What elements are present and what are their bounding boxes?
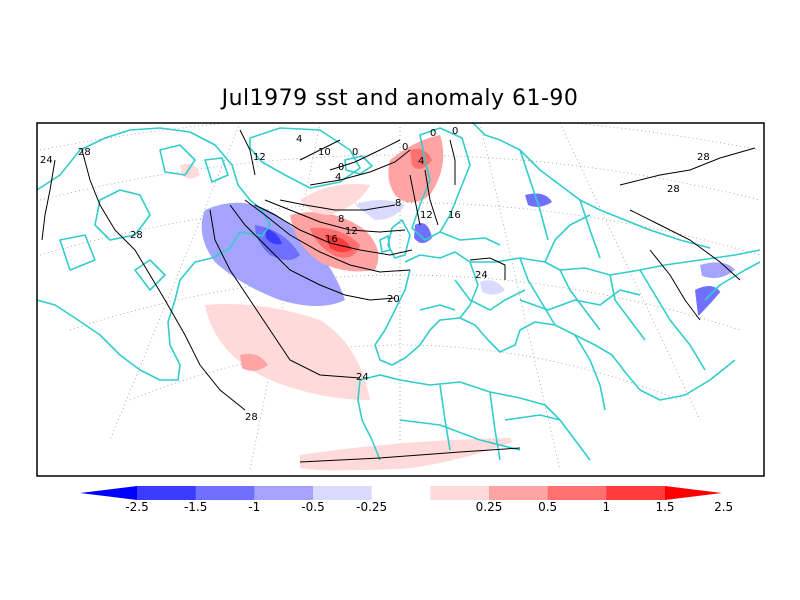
colorbar-tick-label: 1: [602, 500, 611, 514]
contour-label: 28: [130, 230, 143, 241]
colorbar-tick-label: 1.5: [655, 500, 675, 514]
contour-label: 0: [452, 126, 458, 137]
contour-label: 28: [667, 184, 680, 195]
contour-label: 8: [338, 214, 344, 225]
contour-label: 0: [402, 142, 408, 153]
contour-label: 10: [318, 147, 331, 158]
colorbar-segment: [489, 486, 549, 500]
sst-contours: [41, 129, 756, 463]
colorbar-segment: [195, 486, 255, 500]
colorbar-tick-label: -0.25: [356, 500, 388, 514]
contour-label: 4: [418, 156, 424, 167]
contour-label: 16: [325, 234, 338, 245]
contour-label: 20: [387, 294, 400, 305]
contour-label: 4: [335, 172, 341, 183]
colorbar-segment: [606, 486, 666, 500]
contour-label: 28: [78, 147, 91, 158]
contour-label: 24: [475, 270, 488, 281]
colorbar-tick-label: -1: [248, 500, 261, 514]
contour-label: 24: [40, 155, 53, 166]
contour-label: 28: [245, 412, 258, 423]
contour-label: 12: [345, 226, 358, 237]
map-title: Jul1979 sst and anomaly 61-90: [221, 86, 579, 111]
contour-label: 16: [448, 210, 461, 221]
colorbar-segment: [313, 486, 373, 500]
colorbar-tick-label: -2.5: [125, 500, 149, 514]
colorbar-segment: [371, 486, 431, 500]
map-frame: [36, 122, 765, 477]
colorbar-segment: [430, 486, 490, 500]
colorbar-segment: [254, 486, 314, 500]
colorbar-segment: [547, 486, 607, 500]
contour-label: 12: [253, 152, 266, 163]
contour-label: 4: [296, 134, 302, 145]
colorbar-arrow-high: [665, 486, 722, 500]
contour-label: 24: [356, 372, 369, 383]
colorbar-arrow-low: [80, 486, 137, 500]
colorbar-segment: [137, 486, 197, 500]
contour-label: 0: [338, 162, 344, 173]
contour-label: 12: [420, 210, 433, 221]
colorbar-tick-label: 2.5: [714, 500, 734, 514]
contour-label: 28: [697, 152, 710, 163]
colorbar-tick-label: -0.5: [301, 500, 325, 514]
coastlines: [37, 123, 761, 461]
contour-labels: 24 28 28 28 28 12 4 10 0 0 4 0 4 8 8 12 …: [40, 126, 710, 423]
contour-label: 0: [430, 128, 436, 139]
contour-label: 8: [395, 198, 401, 209]
colorbar-tick-label: 0.5: [538, 500, 558, 514]
colorbar-tick-label: -1.5: [183, 500, 208, 514]
contour-label: 0: [352, 147, 358, 158]
colorbar-tick-label: 0.25: [475, 500, 503, 514]
